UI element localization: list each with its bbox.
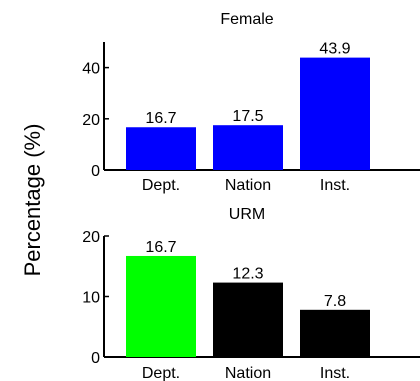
data-label: 12.3 (232, 266, 263, 283)
y-tick-label: 0 (91, 163, 100, 180)
x-tick-label: Nation (225, 177, 271, 194)
y-tick-label: 40 (82, 61, 100, 78)
x-tick-label: Dept. (142, 177, 180, 194)
bar-dept (126, 256, 196, 357)
x-tick-label: Inst. (320, 177, 350, 194)
chart-urm: URM 0 10 20 16.7 Dept. 12.3 Nation 7.8 Inst. (82, 206, 420, 381)
data-label: 7.8 (324, 293, 346, 310)
bar-inst (300, 310, 370, 357)
data-label: 16.7 (145, 110, 176, 127)
data-label: 17.5 (232, 108, 263, 125)
x-tick-label: Nation (225, 365, 271, 381)
chart-title: URM (229, 206, 265, 223)
bar-nation (213, 283, 283, 357)
data-label: 43.9 (319, 41, 350, 58)
x-tick-label: Inst. (320, 365, 350, 381)
bar-inst (300, 58, 370, 170)
y-tick-label: 0 (91, 350, 100, 367)
chart-title: Female (220, 11, 273, 28)
bar-nation (213, 125, 283, 170)
x-tick-label: Dept. (142, 365, 180, 381)
bar-dept (126, 127, 196, 170)
y-tick-label: 20 (82, 229, 100, 246)
chart-female: Female 0 20 40 16.7 Dept. 17.5 Nation 43.9 Inst. (82, 11, 420, 194)
data-label: 16.7 (145, 239, 176, 256)
y-tick-label: 20 (82, 112, 100, 129)
y-tick-label: 10 (82, 290, 100, 307)
y-axis-label: Percentage (%) (20, 124, 45, 277)
